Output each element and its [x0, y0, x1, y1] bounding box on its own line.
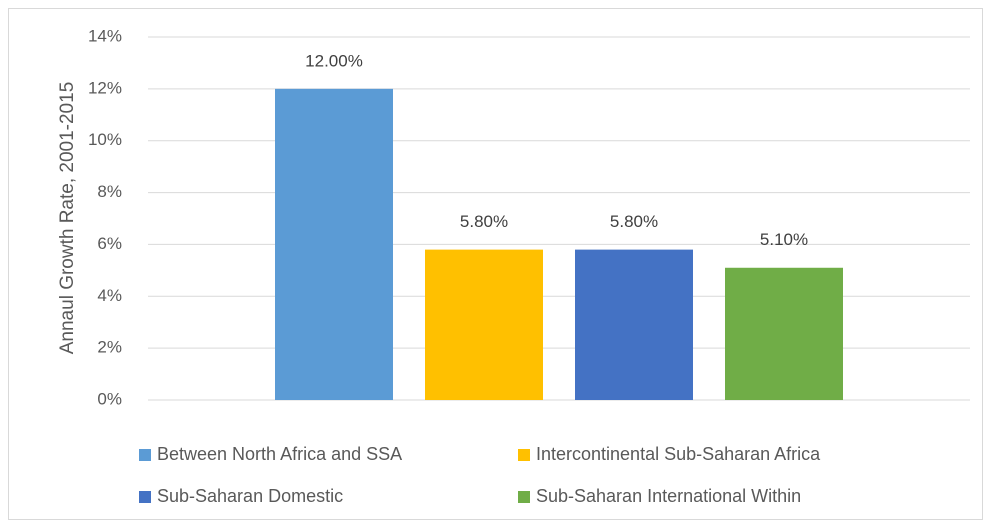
value-label: 5.80% — [610, 212, 658, 231]
legend-swatch — [139, 491, 151, 503]
y-tick-label: 8% — [97, 182, 122, 201]
legend-label: Between North Africa and SSA — [157, 444, 402, 464]
y-tick-label: 4% — [97, 286, 122, 305]
y-tick-label: 0% — [97, 389, 122, 408]
y-axis-title: Annaul Growth Rate, 2001-2015 — [57, 82, 78, 355]
y-tick-label: 2% — [97, 338, 122, 357]
legend-swatch — [518, 491, 530, 503]
value-label: 5.80% — [460, 212, 508, 231]
legend-swatch — [139, 449, 151, 461]
value-label: 12.00% — [305, 51, 363, 70]
bar — [575, 249, 693, 400]
legend-label: Intercontinental Sub-Saharan Africa — [536, 444, 821, 464]
bar — [425, 249, 543, 400]
value-label: 5.10% — [760, 230, 808, 249]
bar — [275, 88, 393, 400]
bar — [725, 267, 843, 400]
legend-swatch — [518, 449, 530, 461]
y-tick-label: 14% — [88, 26, 122, 45]
y-tick-label: 6% — [97, 234, 122, 253]
y-tick-label: 12% — [88, 78, 122, 97]
legend-label: Sub-Saharan International Within — [536, 486, 801, 506]
y-tick-label: 10% — [88, 130, 122, 149]
legend-label: Sub-Saharan Domestic — [157, 486, 343, 506]
